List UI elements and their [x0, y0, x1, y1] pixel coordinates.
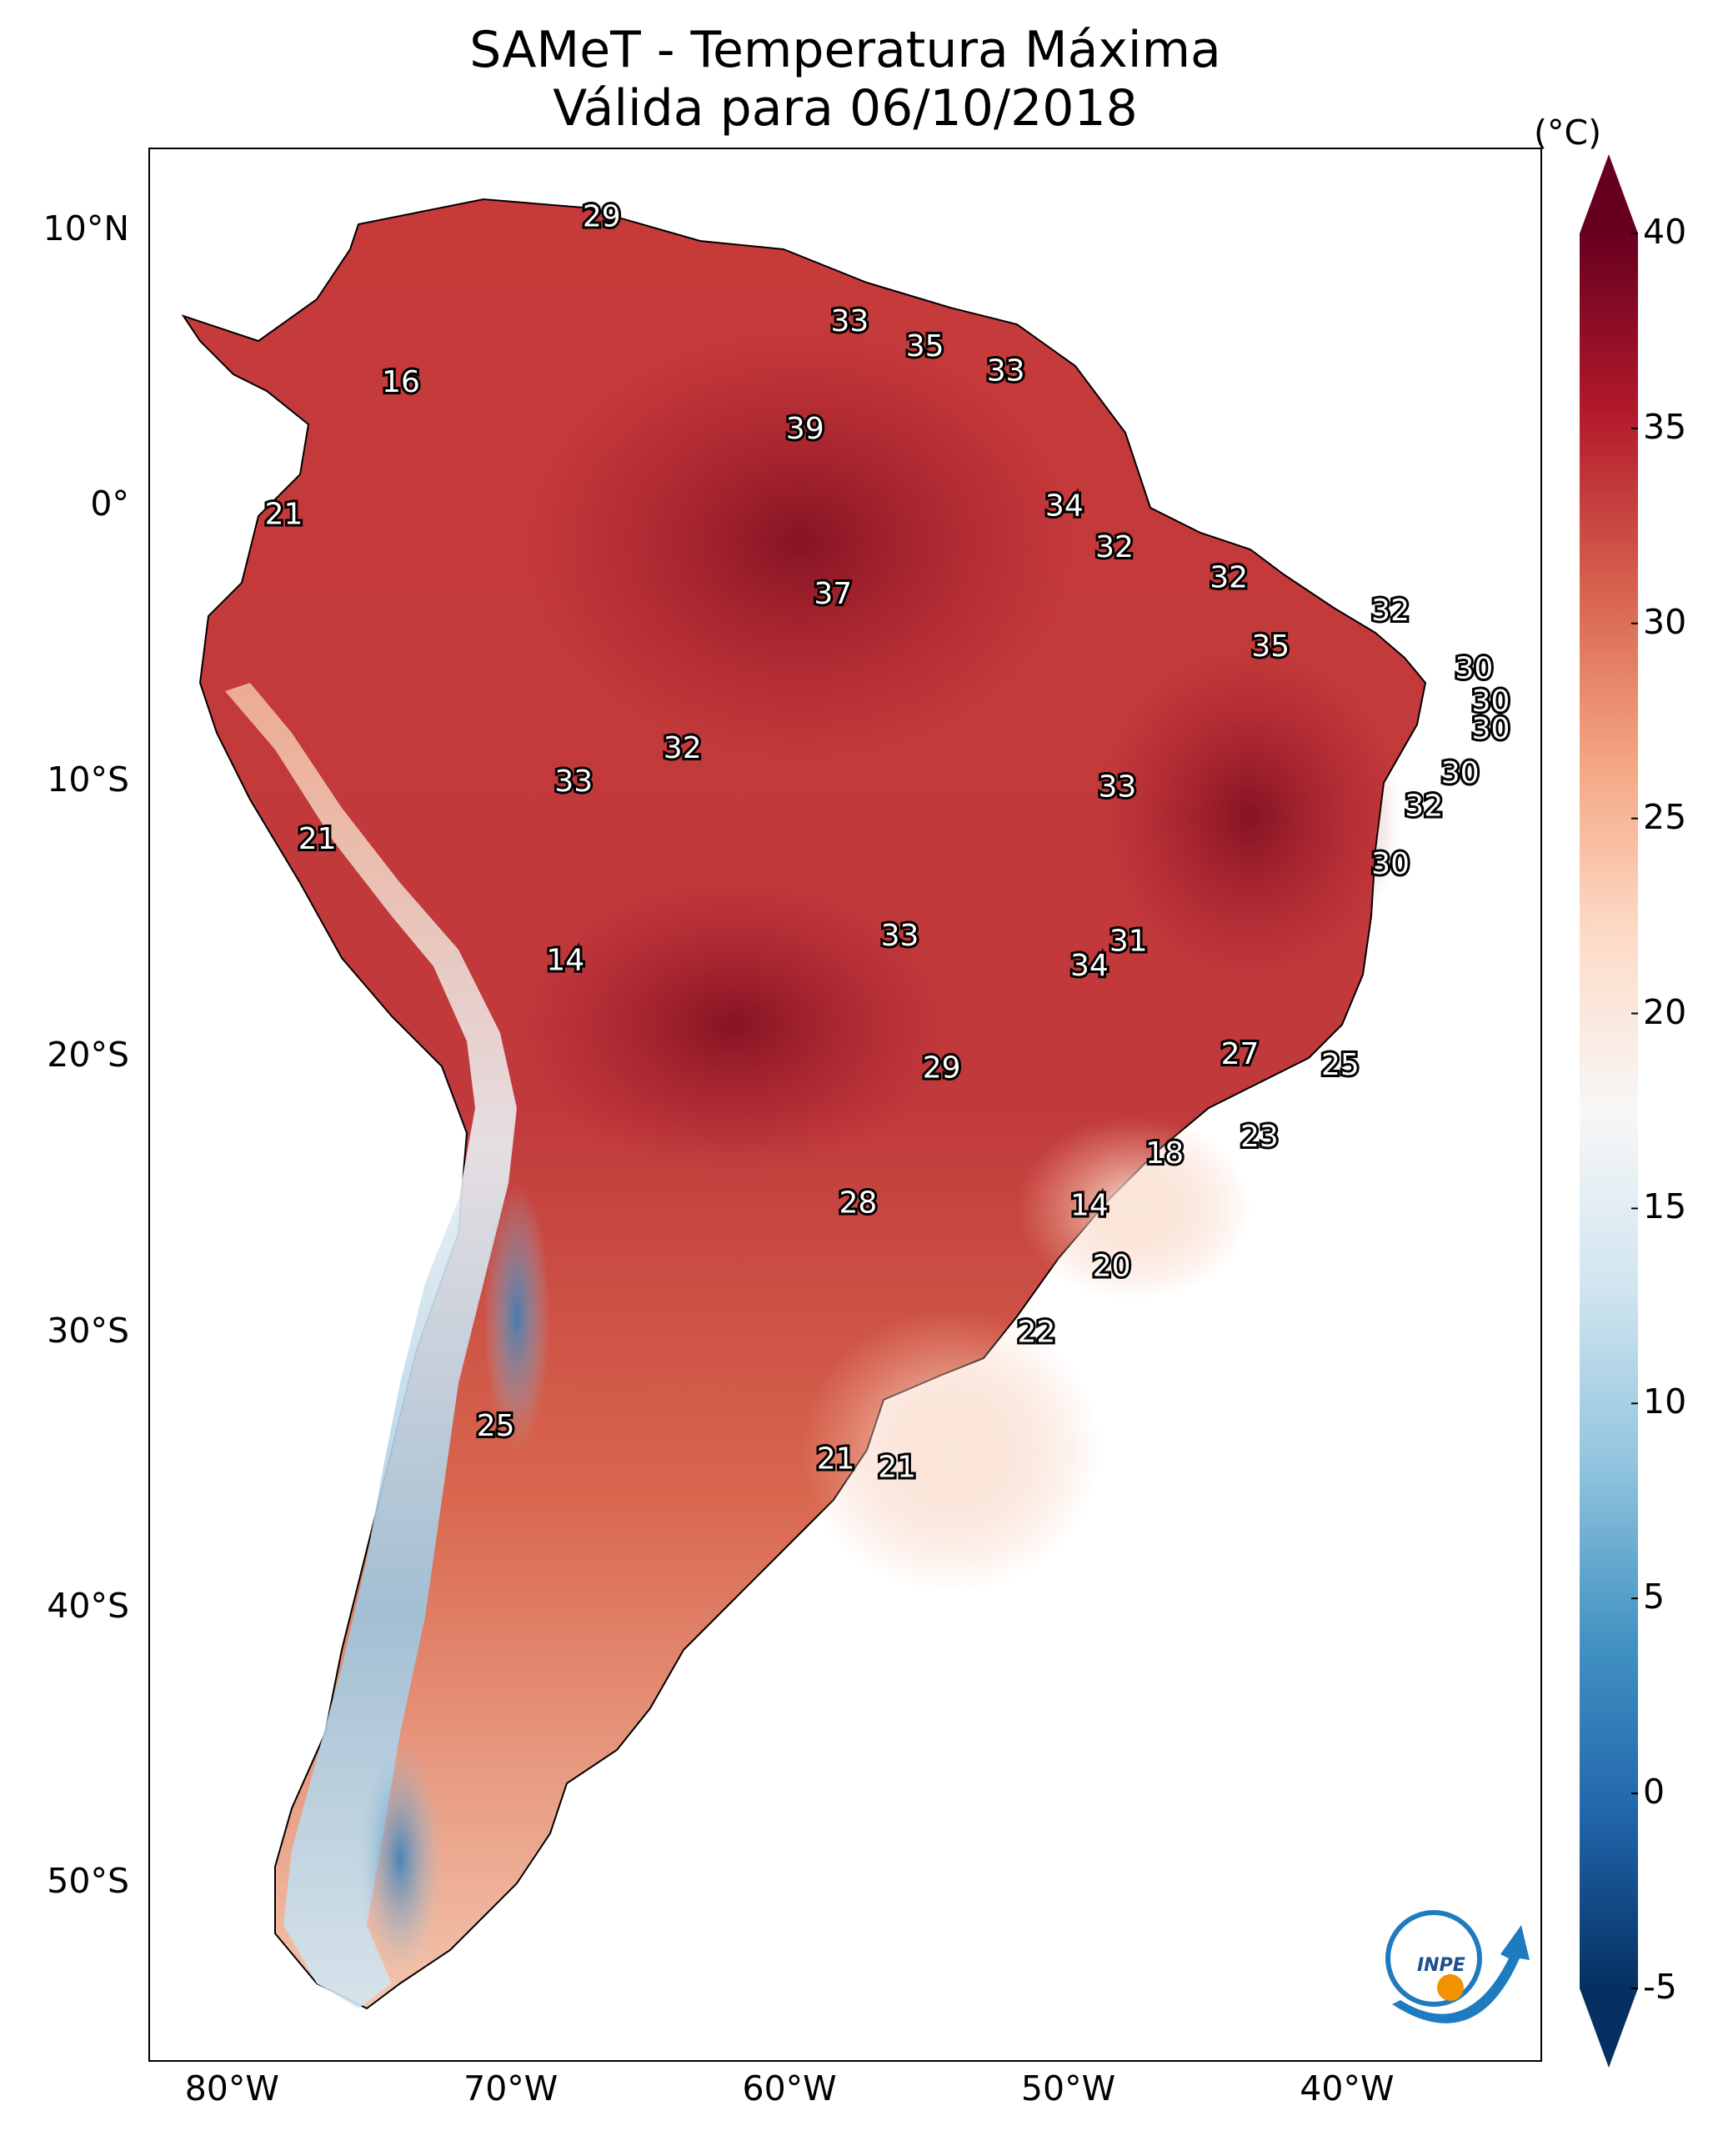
lat-tick-label: 0°: [90, 484, 129, 524]
colorbar-tick-label: 25: [1643, 796, 1687, 837]
lat-tick-label: 20°S: [47, 1035, 129, 1075]
station-value-label: 35: [1251, 629, 1290, 664]
station-value-label: 39: [786, 412, 824, 446]
lat-tick-label: 50°S: [47, 1861, 129, 1902]
svg-text:INPE: INPE: [1417, 1955, 1465, 1976]
station-value-label: 30: [1472, 684, 1510, 719]
cool-zone: [1017, 1116, 1250, 1300]
station-value-label: 14: [546, 944, 584, 978]
colorbar-extend-min: [1580, 1988, 1638, 2068]
cold-zone: [358, 1742, 442, 1975]
colorbar-tick-label: 15: [1643, 1186, 1687, 1227]
lat-tick-label: 10°S: [47, 759, 129, 800]
station-value-label: 30: [1441, 756, 1480, 790]
lon-tick-label: 50°W: [1020, 2068, 1116, 2108]
station-value-label: 35: [906, 329, 944, 364]
station-value-label: 28: [839, 1186, 877, 1220]
lat-tick-label: 30°S: [47, 1310, 129, 1351]
hot-zone: [517, 875, 950, 1175]
lon-tick-label: 70°W: [463, 2068, 558, 2108]
station-value-label: 29: [923, 1050, 961, 1085]
station-value-label: 32: [1210, 560, 1248, 594]
lon-tick-label: 80°W: [184, 2068, 279, 2108]
station-value-label: 23: [1240, 1120, 1279, 1154]
cold-zone: [483, 1183, 550, 1450]
station-value-label: 18: [1145, 1136, 1184, 1171]
hot-zone: [1100, 649, 1400, 983]
station-value-label: 20: [1093, 1249, 1131, 1283]
station-value-label: 31: [1109, 924, 1148, 958]
colorbar-tick-label: 0: [1643, 1772, 1665, 1813]
inpe-logo: INPE: [1385, 1910, 1530, 2023]
colorbar-tick-label: -5: [1643, 1967, 1677, 2007]
colorbar-tick-label: 5: [1643, 1577, 1665, 1617]
station-value-label: 34: [1070, 949, 1109, 983]
station-value-label: 21: [298, 822, 337, 856]
station-value-label: 32: [1095, 530, 1134, 564]
colorbar-tick-label: 20: [1643, 991, 1687, 1032]
hot-zone: [525, 324, 1075, 758]
colorbar-unit: (°C): [1534, 113, 1602, 153]
station-value-label: 32: [1371, 594, 1410, 628]
colorbar-tick-label: 40: [1643, 212, 1687, 252]
station-value-label: 34: [1045, 489, 1084, 523]
station-value-label: 30: [1371, 847, 1410, 881]
station-value-label: 25: [477, 1409, 515, 1443]
station-value-label: 21: [817, 1442, 855, 1477]
station-value-label: 32: [1405, 790, 1443, 824]
colorbar-tick-label: 10: [1643, 1381, 1687, 1422]
station-value-label: 16: [382, 365, 420, 399]
station-value-label: 37: [814, 577, 852, 611]
colorbar-body: [1580, 233, 1638, 1988]
station-value-label: 22: [1017, 1316, 1055, 1350]
lat-tick-label: 10°N: [43, 208, 129, 249]
station-value-label: 29: [583, 200, 621, 234]
station-value-label: 14: [1070, 1189, 1109, 1223]
colorbar-tick-label: 30: [1643, 601, 1687, 642]
station-value-label: 33: [881, 919, 919, 953]
station-value-label: 32: [664, 731, 702, 765]
andes-belt: [225, 683, 517, 2008]
lat-tick-label: 40°S: [47, 1585, 129, 1626]
map-subtitle: Válida para 06/10/2018: [553, 79, 1138, 138]
map-title: SAMeT - Temperatura Máxima: [469, 21, 1221, 79]
station-value-label: 33: [554, 765, 593, 799]
cool-zone: [800, 1308, 1100, 1592]
station-value-label: 21: [265, 497, 303, 531]
colorbar-tick-label: 35: [1643, 406, 1687, 447]
station-value-label: 30: [1455, 651, 1493, 685]
station-value-label: 27: [1221, 1037, 1260, 1071]
lon-tick-label: 60°W: [742, 2068, 837, 2108]
lon-tick-label: 40°W: [1300, 2068, 1395, 2108]
station-value-label: 33: [987, 354, 1025, 389]
station-value-label: 25: [1321, 1048, 1360, 1082]
station-value-label: 33: [830, 304, 869, 338]
colorbar: [1580, 154, 1638, 2068]
station-value-label: 30: [1472, 712, 1510, 746]
station-value-label: 33: [1098, 770, 1136, 804]
colorbar-extend-max: [1580, 154, 1638, 233]
map-panel: 29 16 33 35 33 39 21 34 32 32 37 32 35 30 30 30 30 32 32 33…: [148, 148, 1542, 2062]
station-value-label: 21: [878, 1450, 916, 1484]
